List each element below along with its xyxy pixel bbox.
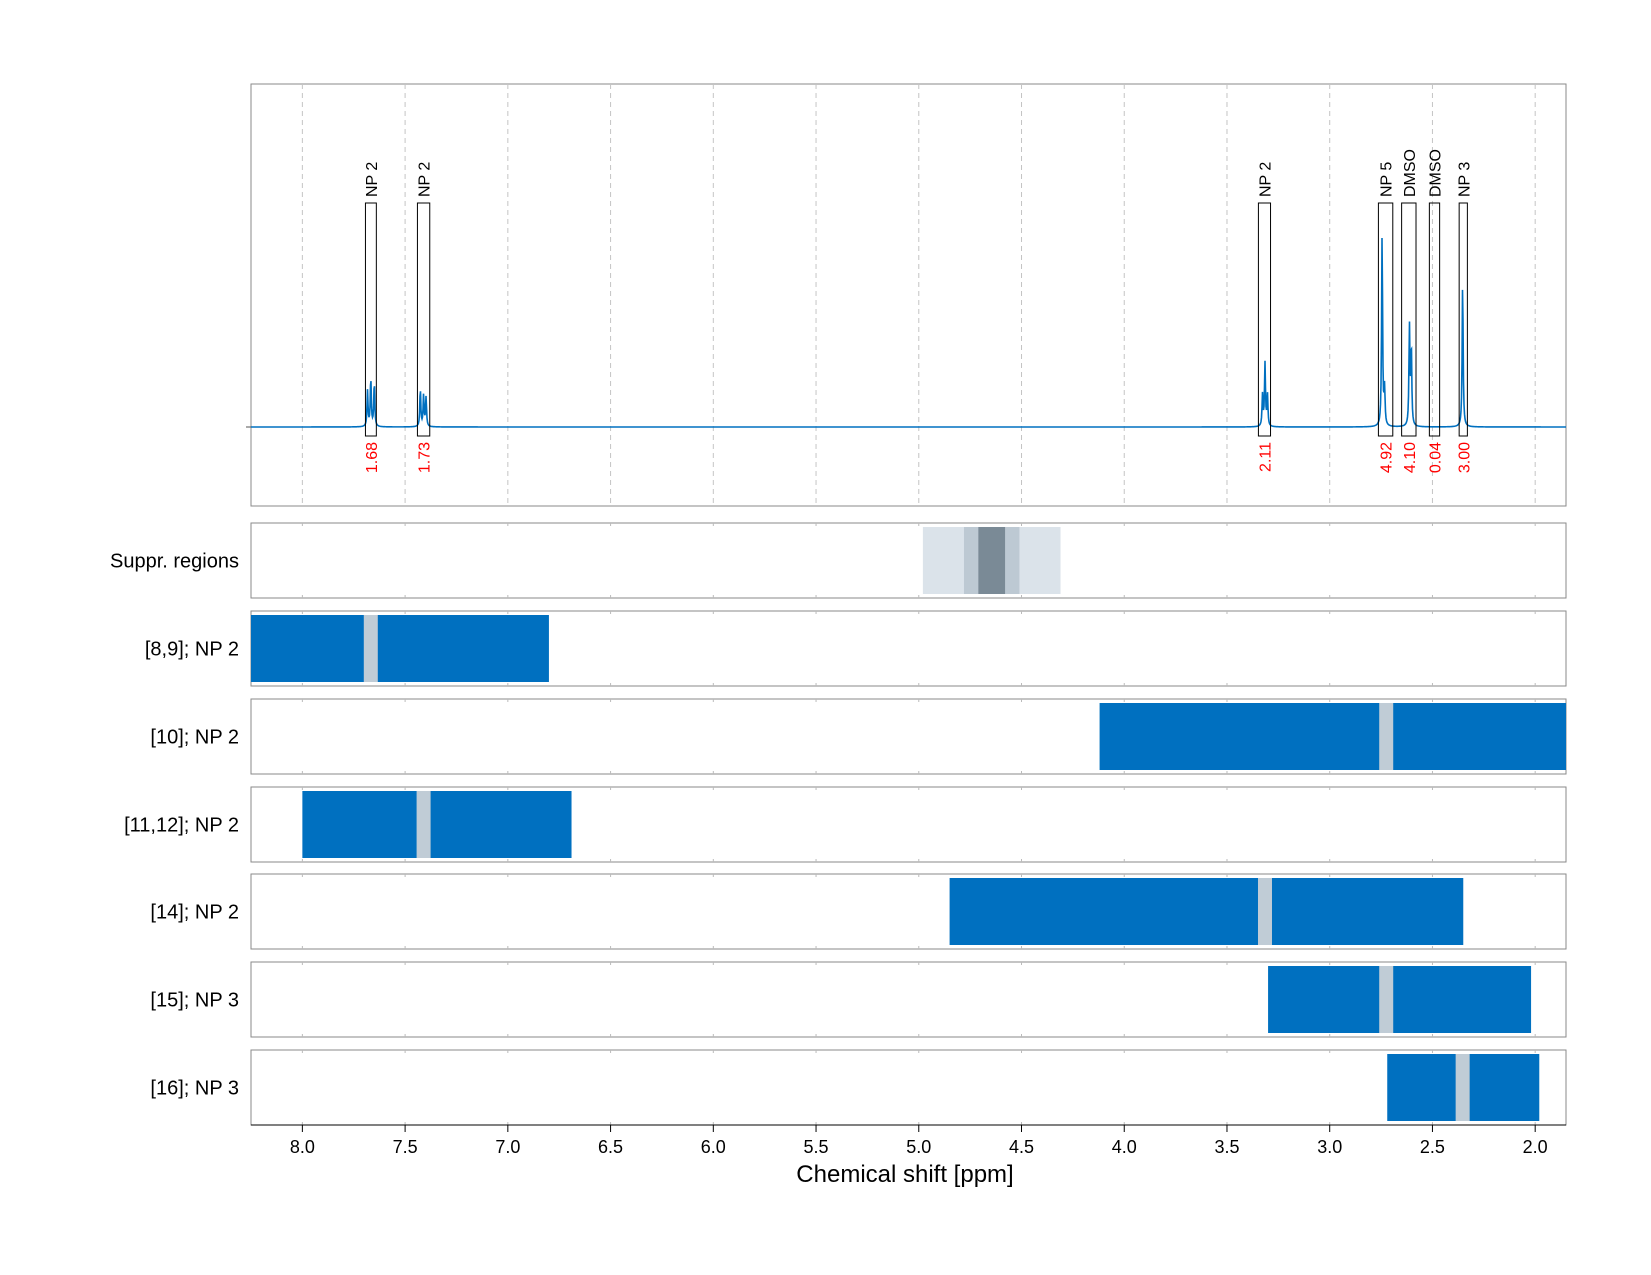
region-track: [11,12]; NP 2 <box>124 786 1567 863</box>
track-label: [10]; NP 2 <box>150 727 239 749</box>
region-bar <box>251 615 549 682</box>
peak-integral-value: 1.68 <box>364 442 381 473</box>
region-track: [15]; NP 3 <box>150 961 1567 1038</box>
region-bar <box>302 791 572 858</box>
region-bar <box>1099 703 1566 770</box>
suppression-track: Suppr. regions <box>110 522 1567 599</box>
x-tick-label: 4.0 <box>1112 1137 1137 1157</box>
track-frame <box>250 522 1567 599</box>
region-track: [10]; NP 2 <box>150 698 1567 775</box>
region-track: [16]; NP 3 <box>150 1049 1567 1126</box>
region-center-mark <box>1379 703 1394 770</box>
track-label: [11,12]; NP 2 <box>124 815 239 837</box>
peak-annotation-box <box>1428 202 1441 437</box>
region-bar <box>949 878 1464 945</box>
x-tick-label: 7.5 <box>393 1137 418 1157</box>
track-label: [14]; NP 2 <box>150 902 239 924</box>
spectrum-panel: NP 2 1.68 NP 2 1.73 NP 2 2.11 NP 5 4.92 DMSO 4.10… <box>246 83 1567 507</box>
region-center-mark <box>1455 1054 1470 1121</box>
x-tick-label: 8.0 <box>290 1137 315 1157</box>
region-center-mark <box>1257 878 1272 945</box>
peak-annotation-box <box>1377 202 1394 437</box>
peak-annotation-box <box>416 202 431 437</box>
x-tick-label: 4.5 <box>1009 1137 1034 1157</box>
region-center-mark <box>416 791 431 858</box>
peak-integral-value: 0.04 <box>1428 442 1445 473</box>
region-bar <box>1268 966 1532 1033</box>
x-tick-label: 2.5 <box>1420 1137 1445 1157</box>
peak-integral-value: 3.00 <box>1456 442 1473 473</box>
peak-label: NP 2 <box>1257 162 1274 197</box>
peak-annotation-box <box>364 202 377 437</box>
x-tick-label: 2.0 <box>1523 1137 1548 1157</box>
peak-integral-value: 2.11 <box>1257 442 1274 472</box>
track-frame <box>250 1049 1567 1126</box>
peak-label: NP 5 <box>1379 162 1396 197</box>
track-label: [8,9]; NP 2 <box>145 639 239 661</box>
region-tracks: Suppr. regions [8,9]; NP 2 [10]; NP 2 [11,1… <box>110 522 1567 1126</box>
peak-annotation-box <box>1401 202 1417 437</box>
peak-annotation-box <box>1257 202 1272 437</box>
peak-label: DMSO <box>1428 149 1445 197</box>
x-tick-label: 5.0 <box>906 1137 931 1157</box>
peak-integral-value: 1.73 <box>417 442 434 473</box>
x-tick-label: 6.0 <box>701 1137 726 1157</box>
x-axis-label: Chemical shift [ppm] <box>796 1161 1013 1188</box>
spectrum-line <box>251 237 1566 428</box>
peak-label: DMSO <box>1402 149 1419 197</box>
region-track: [14]; NP 2 <box>150 873 1567 950</box>
peak-annotation-box <box>1458 202 1468 437</box>
peak-label: NP 2 <box>417 162 434 197</box>
region-center-mark <box>1379 966 1394 1033</box>
track-label: [15]; NP 3 <box>150 990 239 1012</box>
peak-label: NP 2 <box>364 162 381 197</box>
peak-integral-value: 4.92 <box>1379 442 1396 473</box>
region-track: [8,9]; NP 2 <box>145 610 1567 687</box>
x-tick-label: 7.0 <box>495 1137 520 1157</box>
x-tick-label: 5.5 <box>804 1137 829 1157</box>
spectrum-frame <box>250 83 1567 507</box>
x-tick-label: 6.5 <box>598 1137 623 1157</box>
x-tick-label: 3.5 <box>1214 1137 1239 1157</box>
peak-integral-value: 4.10 <box>1402 442 1419 473</box>
track-label: Suppr. regions <box>110 551 239 573</box>
peak-label: NP 3 <box>1456 162 1473 197</box>
track-label: [16]; NP 3 <box>150 1078 239 1100</box>
region-center-mark <box>363 615 378 682</box>
suppression-band-dark <box>978 527 1006 594</box>
x-tick-label: 3.0 <box>1317 1137 1342 1157</box>
x-axis: 8.0 7.5 7.0 6.5 6.0 5.5 5.0 4.5 4.0 3.5 3.0 2.5 2.0 <box>251 1124 1566 1157</box>
